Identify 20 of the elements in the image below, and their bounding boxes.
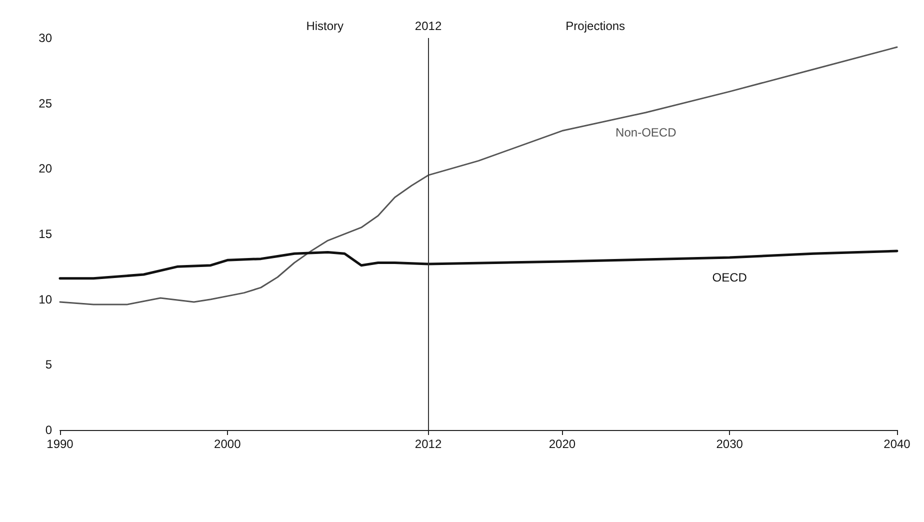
x-tick-label: 2012 — [414, 437, 442, 451]
x-tick-label: 2030 — [716, 437, 744, 451]
y-tick-label: 5 — [45, 358, 52, 372]
text: Projections — [566, 19, 626, 33]
x-tick-label: 2000 — [214, 437, 242, 451]
text: History — [306, 19, 344, 33]
x-tick-label: 2040 — [884, 437, 911, 451]
x-tick-label: 2020 — [548, 437, 576, 451]
line-series — [59, 46, 898, 306]
x-tick-label: 1990 — [46, 437, 74, 451]
series-label: Non-OECD — [616, 125, 677, 140]
y-tick-label: 10 — [38, 292, 52, 306]
y-tick-label: 20 — [38, 162, 52, 176]
ref-line-label: 2012 — [414, 19, 442, 33]
series-label: OECD — [712, 270, 748, 285]
y-tick-label: 0 — [45, 423, 52, 437]
y-tick-label: 30 — [38, 31, 52, 45]
y-tick-label: 15 — [38, 227, 52, 241]
y-tick-label: 25 — [38, 96, 52, 110]
line-series — [58, 250, 898, 280]
